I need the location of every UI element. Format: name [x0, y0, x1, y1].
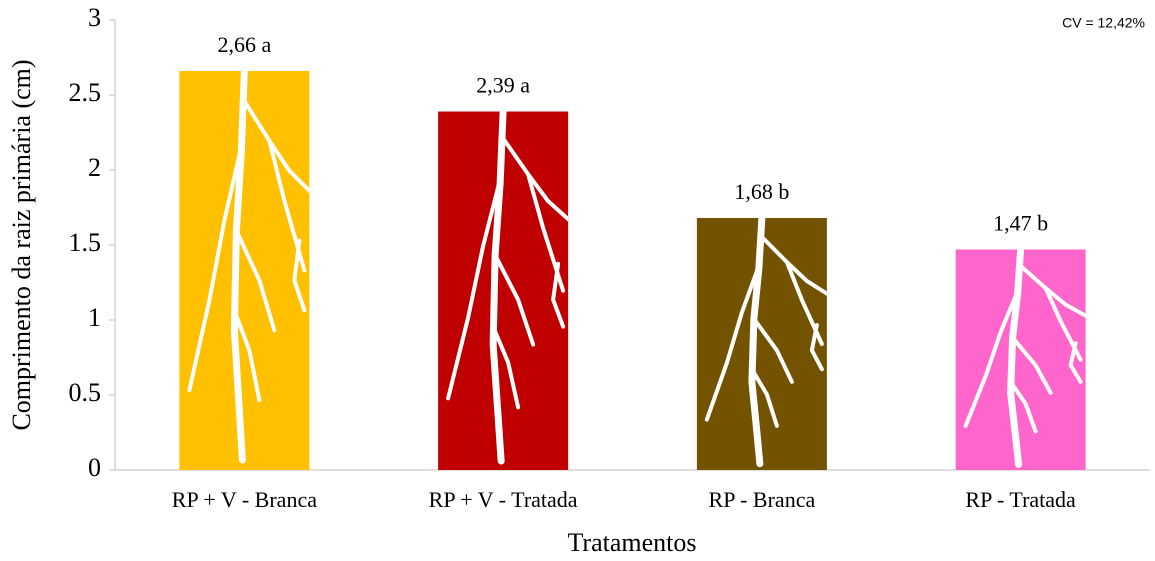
value-label: 2,66 a: [217, 32, 271, 57]
root-decoration: [292, 238, 307, 313]
root-decoration: [230, 71, 248, 464]
root-decoration: [446, 181, 502, 401]
value-label: 1,68 b: [734, 179, 789, 204]
root-decoration: [493, 252, 536, 347]
y-tick-label: 1.5: [69, 228, 102, 257]
y-tick-label: 0.5: [69, 378, 102, 407]
y-tick-label: 1: [88, 303, 101, 332]
x-tick-label: RP - Tratada: [965, 487, 1076, 512]
y-tick-label: 0: [88, 453, 101, 482]
y-tick-label: 2.5: [69, 78, 102, 107]
x-tick-label: RP - Branca: [709, 487, 816, 512]
root-decoration: [704, 266, 760, 422]
root-decoration: [809, 323, 824, 372]
root-decoration: [749, 367, 779, 428]
root-decoration: [489, 111, 507, 465]
root-decoration: [1018, 264, 1086, 318]
root-decoration: [1007, 249, 1025, 468]
root-decoration: [491, 324, 521, 410]
root-decoration: [232, 308, 262, 403]
x-axis-title: Tratamentos: [567, 528, 696, 557]
root-decoration: [751, 316, 794, 384]
x-tick-label: RP + V - Tratada: [429, 487, 578, 512]
value-label: 2,39 a: [476, 73, 530, 98]
annotation: CV = 12,42%: [1062, 15, 1145, 31]
root-decoration: [1008, 379, 1038, 434]
root-decoration: [1068, 341, 1083, 384]
y-tick-label: 2: [88, 153, 101, 182]
root-decoration: [1010, 335, 1053, 395]
root-group: [963, 249, 1086, 468]
root-decoration: [748, 218, 766, 468]
root-decoration: [187, 148, 243, 393]
root-decoration: [234, 228, 277, 333]
root-decoration: [963, 291, 1019, 428]
root-decoration: [242, 98, 310, 194]
root-group: [704, 218, 827, 468]
y-tick-label: 3: [88, 3, 101, 32]
root-decoration: [501, 136, 569, 222]
root-decoration: [551, 261, 566, 329]
y-axis-title: Comprimento da raiz primária (cm): [7, 59, 36, 430]
x-tick-label: RP + V - Branca: [172, 487, 317, 512]
root-decoration: [759, 234, 827, 296]
root-group: [446, 111, 569, 465]
value-label: 1,47 b: [993, 211, 1048, 236]
root-group: [187, 71, 310, 464]
